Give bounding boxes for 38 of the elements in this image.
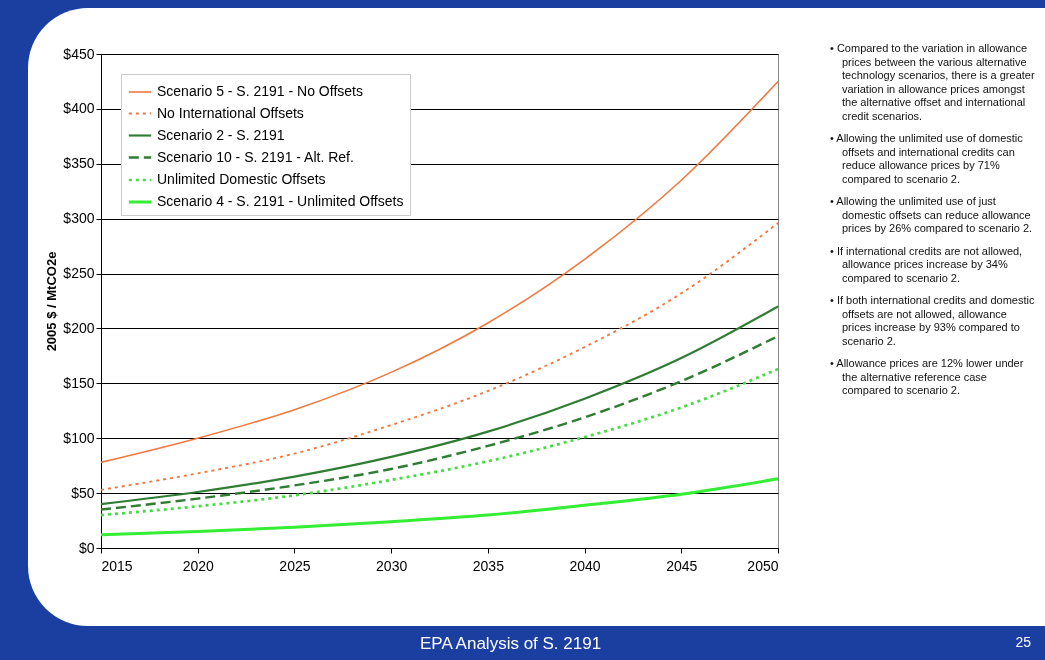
y-tick-label: $100: [63, 429, 95, 446]
text: • Allowing the unlimited use of just domestic offsets can reduce allowance prices by 26% compared to scenario 2.: [830, 195, 1034, 236]
line-series: [100, 80, 779, 464]
text: EPA Analysis of S. 2191: [420, 634, 602, 654]
legend-label: Scenario 4 - S. 2191 - Unlimited Offsets: [157, 193, 404, 209]
y-tick-label: $200: [63, 319, 95, 336]
y-tick-label: $150: [63, 374, 95, 391]
line-series: [99, 305, 780, 506]
x-tick-label: 2050: [747, 557, 779, 574]
legend-label: Scenario 5 - S. 2191 - No Offsets: [157, 83, 363, 99]
text: • If both international credits and domestic offsets are not allowed, allowance prices increase by 93% compared to scenario 2.: [830, 294, 1035, 348]
legend-label: Scenario 10 - S. 2191 - Alt. Ref.: [157, 148, 354, 165]
x-tick-label: 2015: [101, 557, 133, 574]
y-tick-label: $50: [71, 484, 95, 501]
x-tick-label: 2040: [569, 557, 601, 574]
line-series: [99, 367, 780, 517]
text: 25: [1015, 634, 1031, 650]
text: • Allowing the unlimited use of domestic offsets and international credits can reduce allowance prices by 71% compared to scenario 2.: [830, 132, 1024, 186]
line-series: [99, 477, 780, 537]
x-tick-label: 2020: [182, 557, 214, 574]
y-tick-label: $0: [78, 539, 95, 556]
y-tick-label: $250: [63, 265, 95, 282]
x-tick-label: 2035: [472, 557, 505, 574]
text: • Allowance prices are 12% lower under the alternative reference case compared to scenario 2.: [830, 357, 1025, 398]
text: • If international credits are not allowed, allowance prices increase by 34% compared to scenario 2.: [830, 244, 1024, 285]
y-axis-title: 2005 $ / MtCO2e: [44, 251, 60, 352]
legend-label: No International Offsets: [157, 104, 304, 121]
x-tick-label: 2025: [279, 557, 311, 574]
x-tick-label: 2045: [666, 557, 698, 574]
y-tick-label: $350: [63, 155, 95, 172]
y-tick-label: $450: [63, 45, 95, 62]
y-tick-label: $400: [63, 100, 95, 117]
text: • Compared to the variation in allowance prices between the various alternative technology scenarios, there is a greater variation in allowance prices amongst the alternative offset and international credit scenarios.: [830, 42, 1035, 123]
x-tick-label: 2030: [376, 557, 408, 574]
legend-label: Unlimited Domestic Offsets: [157, 171, 326, 187]
legend-label: Scenario 2 - S. 2191: [157, 126, 285, 143]
line-series: [100, 222, 779, 491]
y-tick-label: $300: [63, 210, 95, 227]
